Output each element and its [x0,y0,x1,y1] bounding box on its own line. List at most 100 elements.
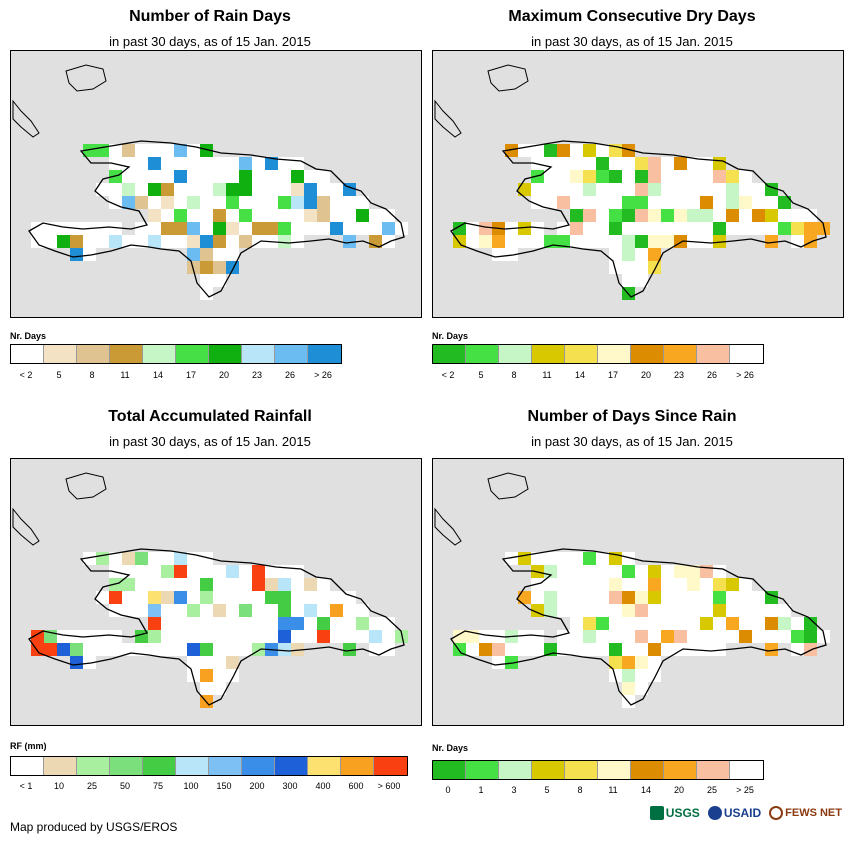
grid-cell [700,617,713,630]
grid-cell [570,591,583,604]
grid-cell [200,630,213,643]
grid-cell [570,157,583,170]
grid-cell [778,604,791,617]
grid-cell [583,565,596,578]
legend-label: 400 [315,781,331,791]
grid-cell [687,630,700,643]
grid-cell [700,209,713,222]
grid-cell [661,157,674,170]
grid-cell [252,222,265,235]
map-total-rainfall[interactable] [10,458,422,726]
grid-cell [239,578,252,591]
grid-cell [252,630,265,643]
grid-cell [252,209,265,222]
legend-swatch [44,757,77,775]
grid-cell [518,643,531,656]
grid-cell [635,183,648,196]
grid-cell [174,144,187,157]
grid-cell [635,170,648,183]
grid-cell [291,578,304,591]
grid-cell [213,591,226,604]
map-days-since-rain[interactable] [432,458,844,726]
grid-cell [466,643,479,656]
grid-cell [161,157,174,170]
grid-cell [674,157,687,170]
grid-cell [622,630,635,643]
grid-cell [278,643,291,656]
legend-bar [10,344,342,364]
grid-cell [200,183,213,196]
grid-cell [330,209,343,222]
grid-cell [317,617,330,630]
grid-cell [57,222,70,235]
grid-cell [726,183,739,196]
grid-cell [635,669,648,682]
grid-cell [317,222,330,235]
grid-cell [635,604,648,617]
panel-total-rainfall: Total Accumulated Rainfall in past 30 da… [0,400,422,800]
grid-cell [570,552,583,565]
grid-cell [700,196,713,209]
grid-cell [622,656,635,669]
grid-cell [531,222,544,235]
grid-cell [343,617,356,630]
legend-swatch [77,757,110,775]
grid-cell [122,591,135,604]
grid-cell [304,196,317,209]
grid-cell [148,643,161,656]
grid-cell [343,209,356,222]
map-rain-days[interactable] [10,50,422,318]
grid-cell [96,630,109,643]
grid-cell [804,630,817,643]
grid-cell [713,630,726,643]
grid-cell [226,248,239,261]
grid-cell [278,170,291,183]
grid-cell [161,235,174,248]
grid-cell [518,222,531,235]
grid-cell [648,222,661,235]
grid-cell [609,565,622,578]
map-dry-days[interactable] [432,50,844,318]
grid-cell [291,209,304,222]
grid-cell [200,144,213,157]
grid-cell [570,604,583,617]
grid-cell [239,222,252,235]
legend-swatch [697,761,730,779]
grid-cell [596,617,609,630]
grid-cell [96,222,109,235]
grid-cell [213,209,226,222]
legend-title: Nr. Days [10,331,47,341]
grid-cell [304,630,317,643]
grid-cell [674,630,687,643]
grid-cell [700,578,713,591]
grid-cell [557,157,570,170]
grid-cell [635,235,648,248]
legend-label: 20 [673,785,685,795]
grid-cell [505,235,518,248]
grid-cell [635,248,648,261]
grid-cell [317,183,330,196]
grid-cell [330,183,343,196]
grid-cell [622,209,635,222]
grid-cell [739,222,752,235]
map-canvas [12,64,408,300]
legend-swatch [209,345,242,363]
island-coastline [450,548,827,706]
grid-cell [226,261,239,274]
grid-cell [609,578,622,591]
grid-cell [544,170,557,183]
grid-cell [648,170,661,183]
grid-cell [200,656,213,669]
grid-cell [622,669,635,682]
grid-cell [200,196,213,209]
grid-cell [226,170,239,183]
panel-rain-days: Number of Rain Days in past 30 days, as … [0,0,422,400]
grid-cell [648,565,661,578]
grid-cell [804,235,817,248]
grid-cell [148,552,161,565]
grid-cell [492,235,505,248]
grid-cell [226,157,239,170]
grid-cell [278,196,291,209]
legend-title: Nr. Days [432,331,469,341]
islet-coastline [487,472,529,500]
